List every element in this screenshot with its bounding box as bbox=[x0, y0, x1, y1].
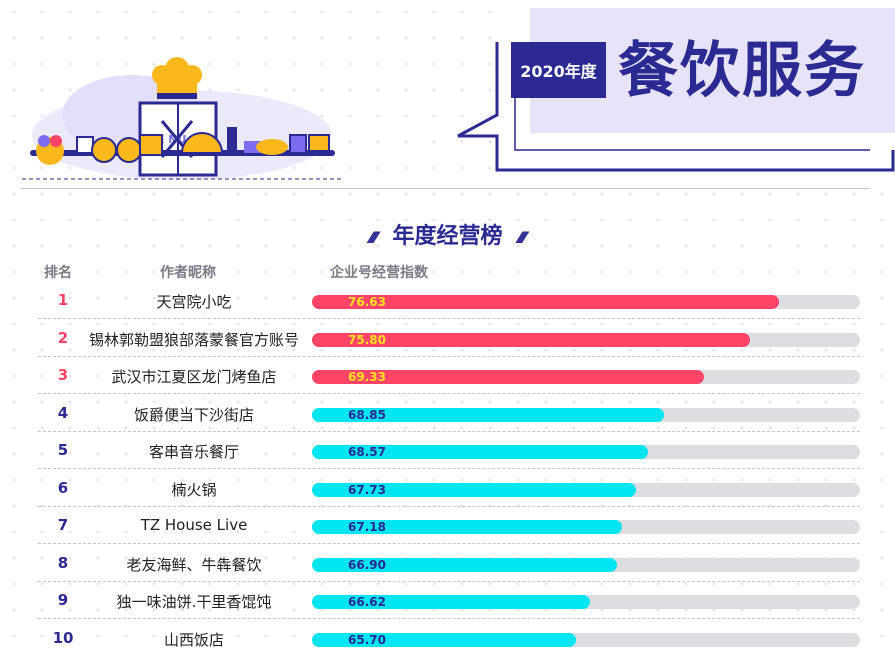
value-label: 68.57 bbox=[348, 445, 386, 459]
value-label: 75.80 bbox=[348, 332, 386, 347]
bar-track: 76.63 bbox=[312, 295, 860, 309]
bar-fill: 65.70 bbox=[312, 632, 577, 647]
rank-number: 4 bbox=[57, 403, 69, 422]
rank-number: 5 bbox=[57, 441, 69, 459]
account-name: 老友海鲜、牛犇餐饮 bbox=[126, 555, 262, 574]
row-separator bbox=[38, 580, 860, 582]
rank-number: 10 bbox=[52, 628, 74, 647]
value-label: 69.33 bbox=[348, 370, 386, 384]
chart-title-text: 年度经营榜 bbox=[392, 224, 503, 249]
bar-track: 66.62 bbox=[312, 595, 860, 609]
bar-track: 75.80 bbox=[312, 332, 860, 347]
bar-fill: 66.62 bbox=[312, 595, 590, 609]
bar-fill: 68.85 bbox=[312, 407, 665, 422]
account-name: 锡林郭勒盟狼部落蒙餐官方账号 bbox=[88, 330, 299, 349]
rank-number: 9 bbox=[57, 591, 69, 609]
rank-number: 1 bbox=[57, 291, 69, 309]
account-name: 饭爵便当下沙街店 bbox=[133, 405, 254, 424]
rank-number: 8 bbox=[57, 553, 69, 572]
account-name: 武汉市江夏区龙门烤鱼店 bbox=[111, 368, 277, 386]
row-separator bbox=[38, 318, 860, 319]
table-row: 1 天宫院小吃 76.63 bbox=[0, 283, 895, 320]
value-label: 68.85 bbox=[348, 407, 386, 422]
value-label: 66.90 bbox=[348, 557, 386, 572]
bar-fill: 75.80 bbox=[312, 332, 750, 347]
restaurant-menu-illustration: ME NU bbox=[22, 57, 342, 180]
table-row: 8 老友海鲜、牛犇餐饮 66.90 bbox=[0, 546, 895, 583]
table-row: 4 饭爵便当下沙街店 68.85 bbox=[0, 396, 895, 433]
account-name: 天宫院小吃 bbox=[156, 293, 232, 311]
column-header-rank: 排名 bbox=[44, 265, 72, 281]
row-separator bbox=[38, 355, 860, 357]
divider bbox=[20, 188, 870, 189]
row-separator bbox=[38, 505, 860, 507]
bar-fill: 67.73 bbox=[312, 482, 637, 497]
slash-decoration-left: ⁄⁄⁄⁄ bbox=[369, 228, 378, 247]
slash-decoration-right: ⁄⁄⁄⁄ bbox=[518, 228, 527, 247]
bar-fill: 69.33 bbox=[312, 370, 704, 384]
row-separator bbox=[38, 430, 860, 432]
value-label: 67.73 bbox=[348, 482, 386, 497]
bar-fill: 67.18 bbox=[312, 520, 622, 534]
account-name: 独一味油饼.干里香馄饨 bbox=[116, 593, 272, 611]
column-header-name: 作者昵称 bbox=[160, 265, 216, 281]
account-name: 客串音乐餐厅 bbox=[148, 443, 239, 461]
bar-track: 66.90 bbox=[312, 557, 860, 572]
account-name: 山西饭店 bbox=[163, 630, 224, 649]
chef-hat-icon bbox=[152, 57, 202, 99]
value-label: 65.70 bbox=[348, 632, 386, 647]
rank-number: 2 bbox=[57, 328, 69, 347]
bar-fill: 66.90 bbox=[312, 557, 617, 572]
table-row: 2 锡林郭勒盟狼部落蒙餐官方账号 75.80 bbox=[0, 321, 895, 358]
row-separator bbox=[38, 393, 860, 394]
table-row: 3 武汉市江夏区龙门烤鱼店 69.33 bbox=[0, 358, 895, 395]
bar-track: 67.73 bbox=[312, 482, 860, 497]
rank-number: 7 bbox=[57, 516, 69, 534]
value-label: 76.63 bbox=[348, 295, 386, 309]
bar-fill: 68.57 bbox=[312, 445, 648, 459]
table-row: 9 独一味油饼.干里香馄饨 66.62 bbox=[0, 583, 895, 620]
row-separator bbox=[38, 543, 860, 544]
food-items-icon bbox=[30, 127, 335, 165]
bar-track: 69.33 bbox=[312, 370, 860, 384]
table-row: 7 TZ House Live 67.18 bbox=[0, 508, 895, 545]
account-name: TZ House Live bbox=[140, 516, 248, 534]
bar-track: 67.18 bbox=[312, 520, 860, 534]
bar-fill: 76.63 bbox=[312, 295, 780, 309]
rank-number: 6 bbox=[57, 478, 69, 497]
table-row: 6 楠火锅 67.73 bbox=[0, 471, 895, 508]
value-label: 66.62 bbox=[348, 595, 386, 609]
table-row: 10 山西饭店 65.70 bbox=[0, 621, 895, 658]
year-tag: 2020年度 bbox=[511, 42, 606, 98]
value-label: 67.18 bbox=[348, 520, 386, 534]
bar-track: 68.57 bbox=[312, 445, 860, 459]
row-separator bbox=[38, 618, 860, 619]
chart-title: ⁄⁄⁄⁄ 年度经营榜 ⁄⁄⁄⁄ bbox=[0, 218, 895, 250]
row-separator bbox=[38, 468, 860, 469]
bar-track: 65.70 bbox=[312, 632, 860, 647]
page-title: 餐饮服务 bbox=[618, 36, 866, 106]
account-name: 楠火锅 bbox=[171, 480, 217, 499]
bar-track: 68.85 bbox=[312, 407, 860, 422]
rank-number: 3 bbox=[57, 366, 69, 384]
table-row: 5 客串音乐餐厅 68.57 bbox=[0, 433, 895, 470]
column-header-index: 企业号经营指数 bbox=[330, 265, 428, 281]
